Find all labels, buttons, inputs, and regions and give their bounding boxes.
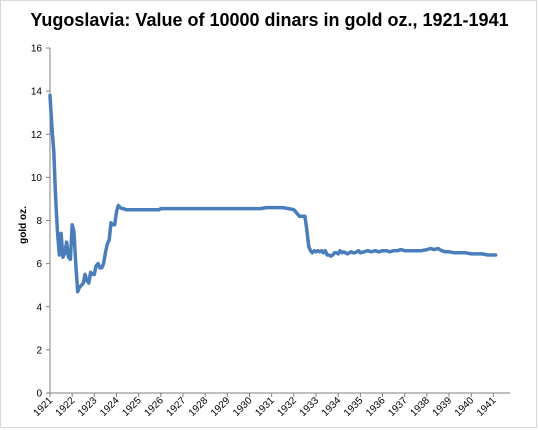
plot-area: 0246810121416192119221923192419251926192… (31, 44, 510, 419)
y-tick-label: 14 (31, 87, 43, 98)
x-tick-label: 1940 (453, 395, 477, 419)
y-tick-label: 16 (31, 44, 43, 55)
x-tick-label: 1939 (431, 395, 455, 419)
chart-title: Yugoslavia: Value of 10000 dinars in gol… (30, 10, 509, 30)
x-tick-label: 1931 (253, 395, 277, 419)
y-tick-label: 8 (36, 216, 42, 227)
x-tick-label: 1932 (275, 395, 299, 419)
y-tick-label: 0 (36, 389, 42, 400)
x-tick-label: 1922 (54, 395, 78, 419)
x-tick-label: 1926 (142, 395, 166, 419)
x-tick-label: 1936 (364, 395, 388, 419)
x-tick-label: 1935 (342, 395, 366, 419)
x-tick-label: 1930 (231, 395, 255, 419)
y-axis-title: gold oz. (18, 206, 29, 244)
x-tick-label: 1937 (386, 395, 410, 419)
x-tick-label: 1924 (98, 395, 122, 419)
x-tick-label: 1933 (298, 395, 322, 419)
series-line (48, 93, 498, 294)
x-tick-label: 1941 (475, 395, 499, 419)
x-tick-label: 1925 (120, 395, 144, 419)
x-tick-label: 1927 (165, 395, 189, 419)
x-tick-label: 1938 (408, 395, 432, 419)
y-tick-label: 12 (31, 130, 43, 141)
x-tick-label: 1921 (32, 395, 56, 419)
y-tick-label: 2 (36, 345, 42, 356)
y-tick-label: 4 (36, 302, 42, 313)
y-tick-label: 6 (36, 259, 42, 270)
x-tick-label: 1923 (76, 395, 100, 419)
x-tick-label: 1929 (209, 395, 233, 419)
x-tick-label: 1934 (320, 395, 344, 419)
x-tick-label: 1928 (187, 395, 211, 419)
y-tick-label: 10 (31, 173, 43, 184)
